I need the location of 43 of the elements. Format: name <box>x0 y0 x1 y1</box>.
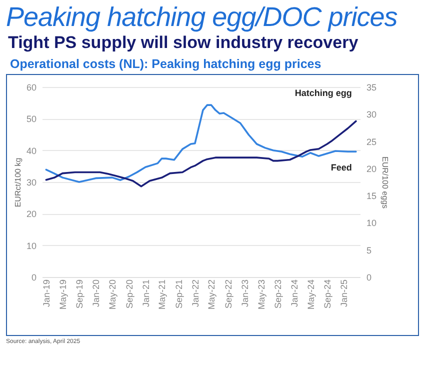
y2-axis-title: EUR/100 eggs <box>380 156 390 209</box>
y-tick-label: 0 <box>31 272 36 282</box>
x-tick-label: Jan-20 <box>91 280 102 308</box>
y-axis-title: EURct/100 kg <box>13 158 22 208</box>
x-tick-label: May-20 <box>108 280 118 310</box>
y2-tick-label: 0 <box>366 272 372 282</box>
chart-subtitle: Tight PS supply will slow industry recovery <box>8 32 360 54</box>
x-tick-label: Sep-20 <box>124 280 134 309</box>
y2-tick-label: 30 <box>366 110 377 120</box>
y2-tick-label: 15 <box>366 191 377 202</box>
y2-tick-label: 35 <box>366 82 377 92</box>
x-tick-label: May-23 <box>256 280 266 310</box>
line-series <box>45 120 357 188</box>
y-tick-label: 10 <box>26 240 36 251</box>
x-tick-label: Sep-23 <box>272 280 283 309</box>
chart-title: Peaking hatching egg/DOC prices <box>6 2 398 32</box>
x-tick-label: Jan-25 <box>339 280 350 308</box>
y-tick-label: 50 <box>26 114 36 124</box>
y-tick-label: 40 <box>26 146 36 156</box>
text: Operational costs (NL): Peaking hatching egg prices <box>10 56 322 72</box>
x-tick-label: May-21 <box>157 280 168 310</box>
x-tick-label: Sep-19 <box>74 280 85 309</box>
text: Hatching egg <box>294 88 352 98</box>
x-tick-label: May-24 <box>306 280 316 310</box>
x-tick-label: May-22 <box>206 280 217 310</box>
x-tick-label: Jan-21 <box>140 280 151 308</box>
x-tick-label: Jan-24 <box>290 280 300 308</box>
y2-tick-label: 20 <box>366 164 377 174</box>
x-tick-label: Sep-24 <box>322 280 333 309</box>
y2-tick-label: 25 <box>366 136 377 147</box>
y2-tick-label: 5 <box>366 245 372 256</box>
x-tick-label: Jan-22 <box>190 280 200 308</box>
x-tick-label: Jan-19 <box>42 280 52 308</box>
y-tick-label: 60 <box>26 82 36 92</box>
x-tick-label: Jan-23 <box>240 280 250 308</box>
y-tick-label: 30 <box>26 178 36 188</box>
x-tick-label: Sep-22 <box>223 280 234 309</box>
line-series <box>45 104 357 183</box>
x-tick-label: Sep-21 <box>174 280 184 309</box>
series-label: Feed <box>330 162 352 173</box>
x-tick-label: May-19 <box>58 280 68 310</box>
y2-tick-label: 10 <box>366 218 377 228</box>
y-tick-label: 20 <box>26 209 36 220</box>
